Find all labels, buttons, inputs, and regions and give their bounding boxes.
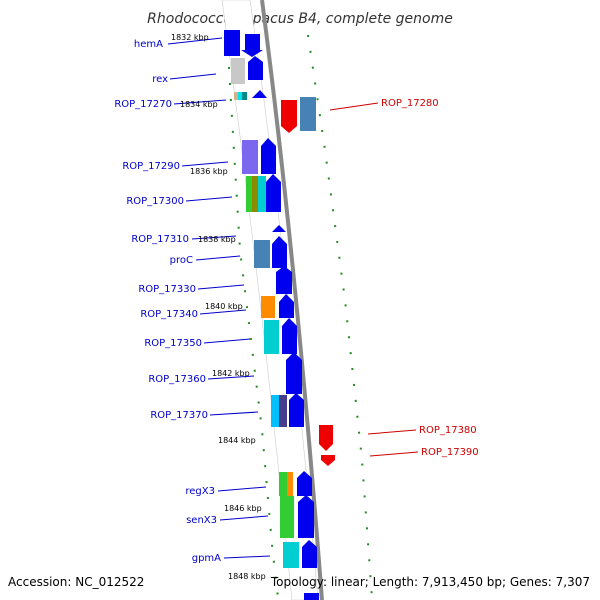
gene-label-ROP_17370[interactable]: ROP_17370 bbox=[150, 410, 208, 421]
gene-ROP_17290[interactable] bbox=[242, 138, 276, 174]
kbp-label: 1848 kbp bbox=[228, 572, 266, 581]
kbp-label: 1844 kbp bbox=[218, 436, 256, 445]
gene-gpmA[interactable] bbox=[283, 540, 317, 568]
gene-ROP_17370[interactable] bbox=[271, 393, 304, 427]
gene-proC[interactable] bbox=[254, 236, 287, 268]
gene-ROP_17340[interactable] bbox=[261, 294, 294, 318]
gene-ROP_17300[interactable] bbox=[246, 174, 281, 212]
gene-senX3[interactable] bbox=[280, 495, 314, 538]
gene-next-fragment bbox=[304, 593, 319, 600]
left-tick-track bbox=[226, 34, 279, 599]
gene-rex[interactable] bbox=[231, 56, 263, 84]
gene-ROP_17280[interactable] bbox=[281, 97, 316, 133]
gene-label-ROP_17330[interactable]: ROP_17330 bbox=[138, 284, 196, 295]
gene-label-ROP_17310[interactable]: ROP_17310 bbox=[131, 234, 189, 245]
right-leader-lines bbox=[329, 102, 419, 457]
gene-ROP_17360[interactable] bbox=[286, 352, 302, 394]
gene-label-ROP_17360[interactable]: ROP_17360 bbox=[148, 374, 206, 385]
gene-regX3[interactable] bbox=[279, 471, 312, 496]
gene-label-ROP_17350[interactable]: ROP_17350 bbox=[144, 338, 202, 349]
kbp-label: 1832 kbp bbox=[171, 33, 209, 42]
gene-label-rex[interactable]: rex bbox=[152, 74, 168, 85]
gene-ROP_17270[interactable] bbox=[234, 90, 267, 100]
gene-label-ROP_17290[interactable]: ROP_17290 bbox=[122, 161, 180, 172]
gene-label-regX3[interactable]: regX3 bbox=[185, 486, 215, 497]
gene-ROP_17380[interactable] bbox=[319, 425, 333, 451]
gene-label-ROP_17300[interactable]: ROP_17300 bbox=[126, 196, 184, 207]
accession-text: Accession: NC_012522 bbox=[8, 575, 144, 589]
kbp-label: 1846 kbp bbox=[224, 504, 262, 513]
topology-text: Topology: linear; Length: 7,913,450 bp; … bbox=[270, 575, 590, 589]
gene-ROP_17390[interactable] bbox=[321, 455, 335, 466]
gene-ROP_17330[interactable] bbox=[276, 266, 292, 294]
gene-label-ROP_17390[interactable]: ROP_17390 bbox=[421, 447, 479, 458]
gene-ROP_17350[interactable] bbox=[264, 318, 297, 354]
gene-label-ROP_17380[interactable]: ROP_17380 bbox=[419, 425, 477, 436]
kbp-label: 1840 kbp bbox=[205, 302, 243, 311]
kbp-label: 1834 kbp bbox=[180, 100, 218, 109]
gene-ROP_17310[interactable] bbox=[272, 225, 286, 232]
gene-label-ROP_17340[interactable]: ROP_17340 bbox=[140, 309, 198, 320]
gene-label-gpmA[interactable]: gpmA bbox=[192, 553, 221, 564]
gene-label-hemA[interactable]: hemA bbox=[134, 39, 163, 50]
left-leader-lines bbox=[167, 37, 271, 559]
gene-label-ROP_17270[interactable]: ROP_17270 bbox=[114, 99, 172, 110]
kbp-label: 1838 kbp bbox=[198, 235, 236, 244]
map-title: Rhodococcus opacus B4, complete genome bbox=[147, 11, 453, 27]
gene-hemA[interactable] bbox=[224, 30, 263, 57]
gene-label-senX3[interactable]: senX3 bbox=[186, 515, 217, 526]
gene-label-ROP_17280[interactable]: ROP_17280 bbox=[381, 98, 439, 109]
kbp-label: 1836 kbp bbox=[190, 167, 228, 176]
kbp-label: 1842 kbp bbox=[212, 369, 250, 378]
gene-label-proC[interactable]: proC bbox=[170, 255, 193, 266]
right-tick-track bbox=[307, 34, 373, 599]
